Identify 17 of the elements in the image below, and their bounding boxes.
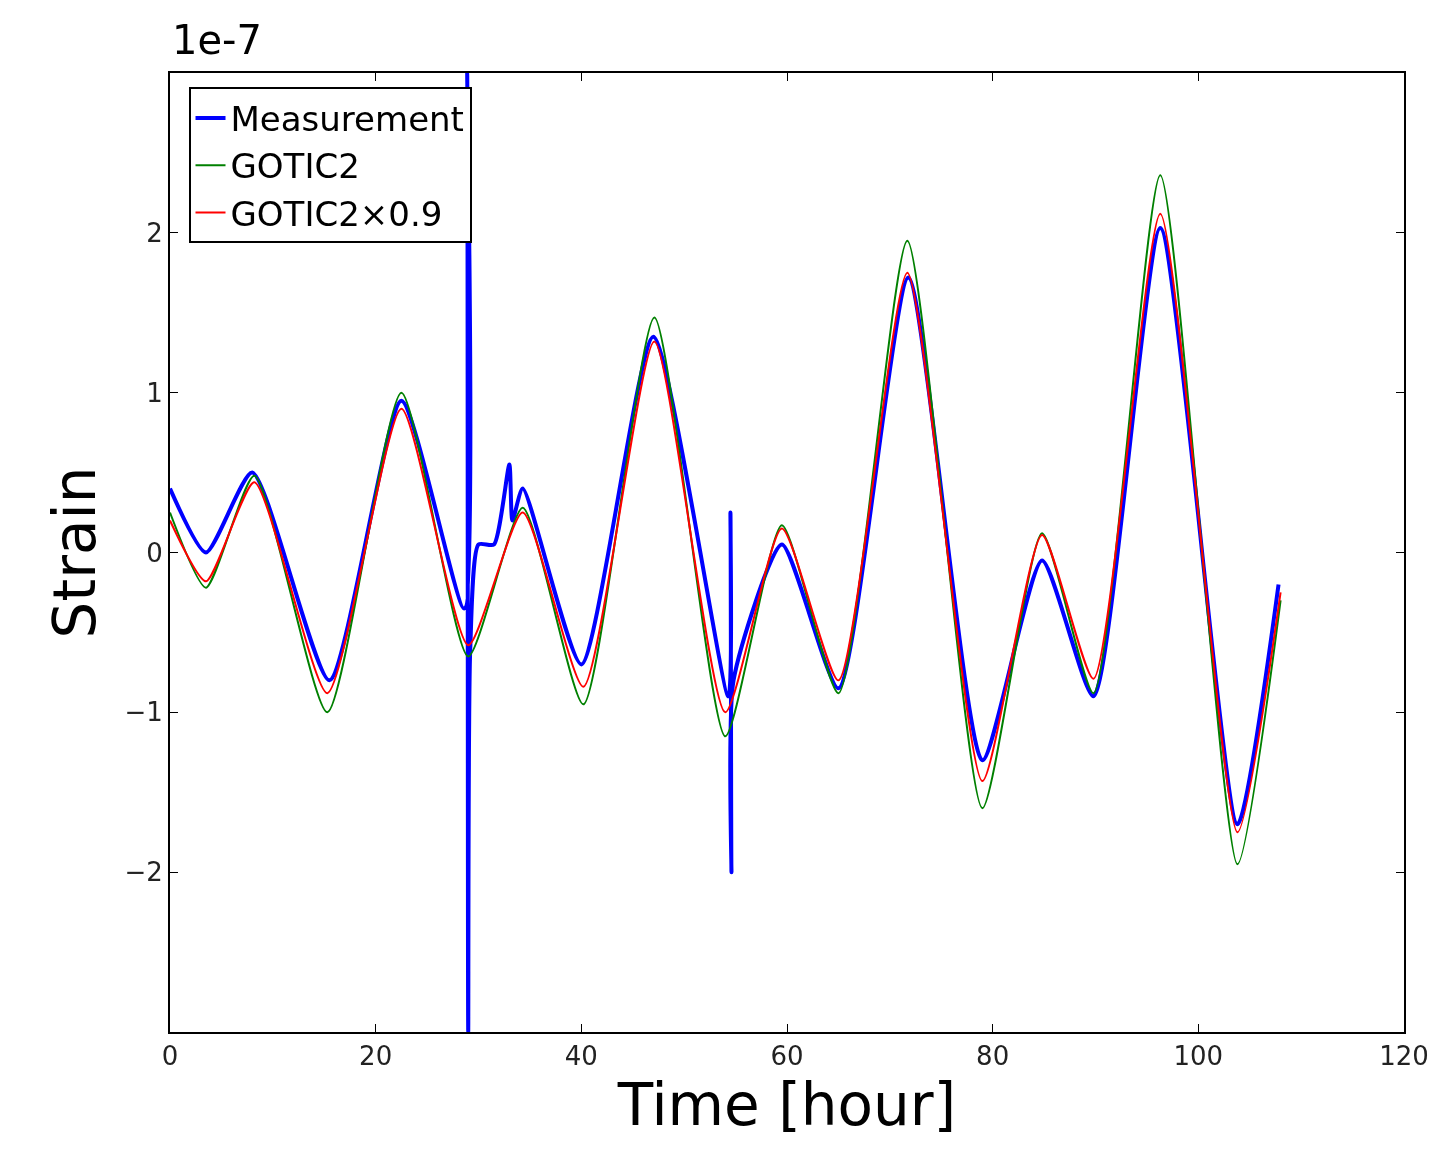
x-tick-label: 100 (1173, 1041, 1224, 1072)
text: 1e-7 (172, 17, 262, 63)
x-tick-label: 60 (770, 1041, 804, 1072)
x-tick-label: 20 (359, 1041, 393, 1072)
y-tick-label: 2 (146, 217, 163, 248)
y-axis-title: Strain (41, 466, 110, 639)
x-tick-label: 80 (976, 1041, 1010, 1072)
x-axis-title: Time [hour] (616, 1071, 957, 1140)
x-tick-label: 120 (1379, 1041, 1429, 1072)
legend-label: Measurement (230, 99, 464, 140)
legend-label: GOTIC2 (230, 146, 360, 187)
y-tick-label: 1 (146, 377, 163, 408)
y-tick-label: −2 (124, 857, 163, 888)
y-tick-label: −1 (124, 697, 163, 728)
y-tick-label: 0 (146, 537, 163, 568)
x-tick-label: 40 (564, 1041, 598, 1072)
legend-label: GOTIC2×0.9 (230, 193, 443, 234)
